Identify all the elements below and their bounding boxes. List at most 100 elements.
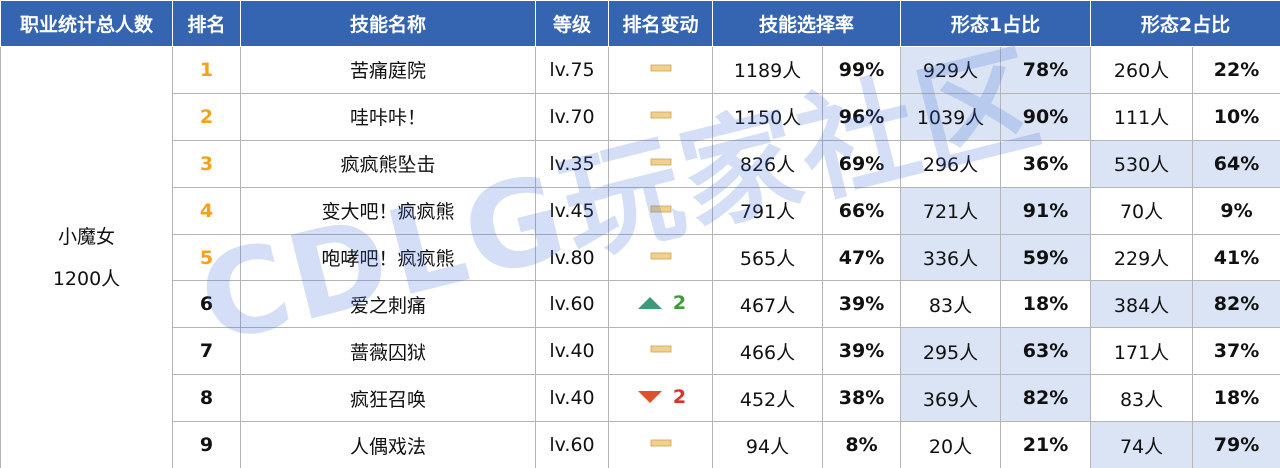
form2-count: 83人 bbox=[1090, 374, 1194, 423]
select-rate: 8% bbox=[821, 421, 902, 468]
trend-icon bbox=[650, 158, 671, 166]
table-row: 6 爱之刺痛 lv.60 2 467人 39% 83人 18% 384人 82% bbox=[1, 280, 1280, 329]
skill-level: lv.40 bbox=[535, 374, 609, 423]
trend-icon bbox=[650, 111, 671, 119]
header-cell: 等级 bbox=[535, 0, 609, 47]
form2-count: 74人 bbox=[1090, 421, 1194, 468]
rank-change-wrap bbox=[646, 201, 676, 217]
form1-pct: 78% bbox=[1000, 46, 1092, 94]
form2-pct: 64% bbox=[1192, 139, 1280, 188]
select-rate: 39% bbox=[821, 280, 902, 329]
header-cell: 排名变动 bbox=[608, 0, 713, 47]
header-cell: 形态2占比 bbox=[1090, 0, 1280, 47]
trend-icon bbox=[650, 205, 671, 213]
trend-shape bbox=[650, 158, 671, 166]
trend-shape bbox=[650, 252, 671, 259]
form1-pct: 36% bbox=[1000, 139, 1092, 188]
form1-pct: 21% bbox=[1000, 421, 1092, 468]
trend-shape bbox=[650, 205, 671, 213]
skill-name: 变大吧！疯疯熊 bbox=[240, 186, 536, 235]
table-row: 7 蔷薇囚狱 lv.40 466人 39% 295人 63% 171人 37% bbox=[1, 327, 1280, 376]
form1-count: 83人 bbox=[900, 280, 1002, 329]
form2-pct: 82% bbox=[1192, 280, 1280, 329]
rank: 8 bbox=[172, 374, 241, 423]
rank-change-wrap bbox=[646, 60, 676, 76]
form2-count: 530人 bbox=[1090, 139, 1194, 188]
form1-count: 20人 bbox=[900, 421, 1002, 468]
form1-count: 295人 bbox=[900, 327, 1002, 376]
trend-icon bbox=[637, 391, 662, 404]
form1-count: 296人 bbox=[900, 139, 1002, 188]
skill-name: 蔷薇囚狱 bbox=[240, 327, 536, 376]
select-rate: 38% bbox=[821, 374, 902, 423]
form2-pct: 79% bbox=[1192, 421, 1280, 468]
rank-change bbox=[608, 92, 713, 141]
select-rate: 39% bbox=[821, 327, 902, 376]
select-rate: 66% bbox=[821, 186, 902, 235]
trend-icon bbox=[650, 64, 671, 72]
header-cell: 职业统计总人数 bbox=[0, 0, 173, 47]
table-body: 小魔女 1200人 1 苦痛庭院 lv.75 1189人 99% 929人 78% 260人 22%… bbox=[0, 45, 1280, 468]
select-rate: 47% bbox=[821, 233, 902, 282]
form2-pct: 9% bbox=[1192, 186, 1280, 235]
form2-pct: 41% bbox=[1192, 233, 1280, 282]
rank-change bbox=[608, 139, 713, 188]
rank: 7 bbox=[172, 327, 241, 376]
form2-count: 384人 bbox=[1090, 280, 1194, 329]
class-total: 1200人 bbox=[52, 267, 121, 290]
rank-change-value: 2 bbox=[672, 386, 687, 409]
rank-change-wrap bbox=[646, 341, 676, 357]
rank-change bbox=[608, 186, 713, 235]
form1-count: 369人 bbox=[900, 374, 1002, 423]
trend-shape bbox=[637, 297, 662, 310]
form1-pct: 90% bbox=[1000, 92, 1092, 141]
header-row: 职业统计总人数 排名 技能名称 等级 排名变动 技能选择率 形态1占比 形态2占比 bbox=[0, 0, 1280, 47]
form2-pct: 10% bbox=[1192, 92, 1280, 141]
form1-count: 721人 bbox=[900, 186, 1002, 235]
table-row: 8 疯狂召唤 lv.40 2 452人 38% 369人 82% 83人 18% bbox=[1, 374, 1280, 423]
select-count: 826人 bbox=[712, 139, 823, 188]
form2-count: 260人 bbox=[1090, 46, 1194, 94]
rank-change-wrap: 2 bbox=[635, 292, 686, 314]
rank-change-wrap bbox=[646, 248, 676, 264]
trend-shape bbox=[650, 111, 671, 119]
table-row: 9 人偶戏法 lv.60 94人 8% 20人 21% 74人 79% bbox=[1, 421, 1280, 468]
trend-shape bbox=[650, 439, 671, 447]
rank: 3 bbox=[172, 139, 241, 188]
table-row: 5 咆哮吧！疯疯熊 lv.80 565人 47% 336人 59% 229人 41% bbox=[1, 233, 1280, 282]
select-count: 467人 bbox=[712, 280, 823, 329]
skill-name: 爱之刺痛 bbox=[240, 280, 536, 329]
form1-count: 929人 bbox=[900, 46, 1002, 94]
header-cell: 形态1占比 bbox=[900, 0, 1092, 47]
class-name: 小魔女 bbox=[57, 225, 115, 248]
form1-pct: 18% bbox=[1000, 280, 1092, 329]
rank-change-wrap bbox=[646, 107, 676, 123]
table-row: 3 疯疯熊坠击 lv.35 826人 69% 296人 36% 530人 64% bbox=[1, 139, 1280, 188]
trend-shape bbox=[637, 391, 662, 404]
form1-count: 336人 bbox=[900, 233, 1002, 282]
rank-change bbox=[608, 46, 713, 94]
select-count: 452人 bbox=[712, 374, 823, 423]
rank-change: 2 bbox=[608, 374, 713, 423]
trend-shape bbox=[650, 64, 671, 72]
skill-name: 哇咔咔！ bbox=[240, 92, 536, 141]
rank-change bbox=[608, 421, 713, 468]
form2-count: 171人 bbox=[1090, 327, 1194, 376]
rank: 9 bbox=[172, 421, 241, 468]
select-count: 94人 bbox=[712, 421, 823, 468]
select-rate: 69% bbox=[821, 139, 902, 188]
form1-count: 1039人 bbox=[900, 92, 1002, 141]
skill-level: lv.40 bbox=[535, 327, 609, 376]
form2-count: 70人 bbox=[1090, 186, 1194, 235]
trend-icon bbox=[650, 439, 671, 447]
form2-pct: 37% bbox=[1192, 327, 1280, 376]
skill-level: lv.70 bbox=[535, 92, 609, 141]
rank-change-wrap bbox=[646, 154, 676, 170]
rank: 1 bbox=[172, 46, 241, 94]
skill-name: 苦痛庭院 bbox=[240, 46, 536, 94]
rank-change: 2 bbox=[608, 280, 713, 329]
class-cell: 小魔女 1200人 bbox=[0, 45, 173, 468]
skill-name: 人偶戏法 bbox=[240, 421, 536, 468]
table-row: 小魔女 1200人 1 苦痛庭院 lv.75 1189人 99% 929人 78% 260人 22% bbox=[0, 45, 1280, 468]
